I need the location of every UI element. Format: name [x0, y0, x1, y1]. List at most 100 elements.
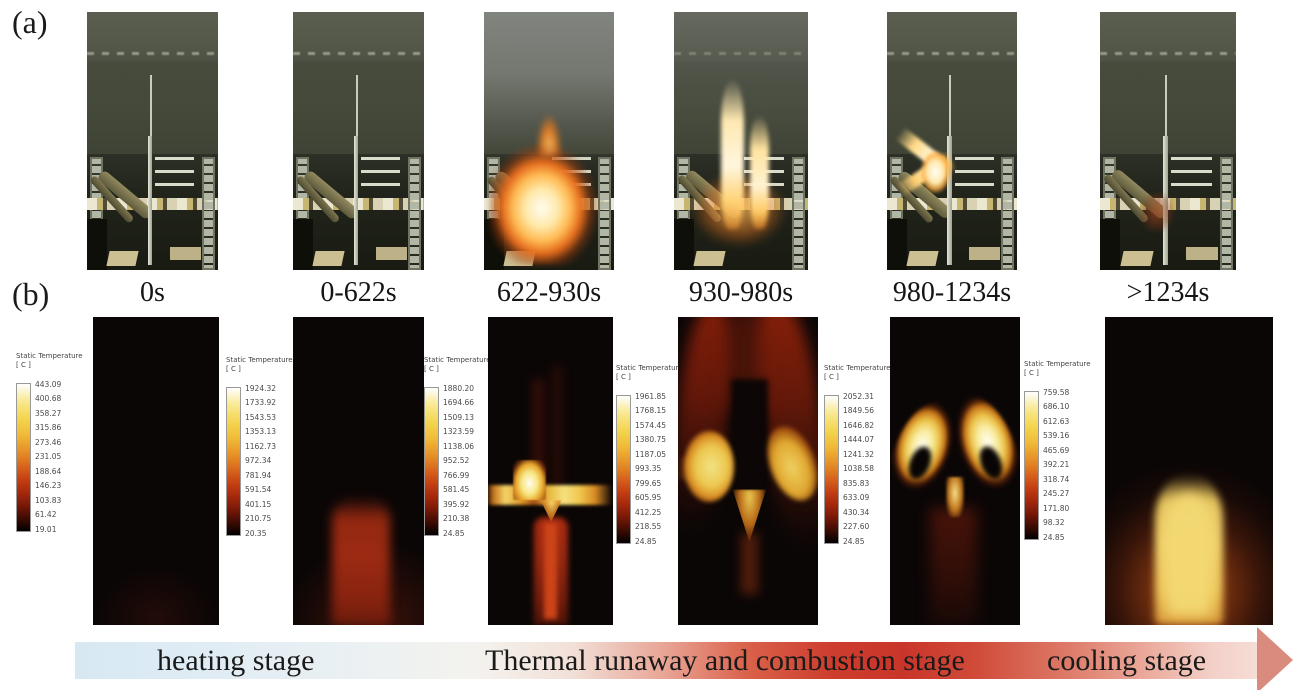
colorbar-tick-label: 1733.92	[245, 398, 277, 407]
hot-column-core	[1165, 492, 1213, 616]
time-label-1: 0s	[140, 277, 165, 308]
colorbar-tick-label: 315.86	[35, 423, 62, 432]
hot-column	[930, 507, 978, 625]
time-label-5: 980-1234s	[892, 277, 1012, 308]
colorbar-tick-label: 1694.66	[443, 398, 475, 407]
colorbar-ticks: 1880.20 1694.66 1509.13 1323.59 1138.06 952.5…	[443, 384, 475, 538]
colorbar-tick-label: 1353.13	[245, 427, 277, 436]
colorbar-legend-1: Static Temperature [ C ] 443.09 400.68 358…	[16, 352, 88, 534]
shadow-region	[1100, 218, 1121, 270]
colorbar-tick-label: 24.85	[443, 528, 465, 538]
temperature-contour-0s	[93, 317, 219, 625]
thermocouple-rods	[1170, 157, 1212, 195]
colorbar-tick-label: 591.54	[245, 485, 272, 494]
shadow-region	[87, 218, 107, 270]
flame-core	[915, 141, 955, 203]
stage-label-runaway: Thermal runaway and combustion stage	[485, 644, 965, 677]
colorbar-ticks: 759.58 686.10 612.63 539.16 465.69 392.21 318.…	[1043, 387, 1070, 542]
colorbar-tick-label: 799.65	[635, 478, 662, 488]
photo-wall-region	[293, 12, 424, 154]
colorbar-tick-label: 1138.06	[443, 441, 475, 451]
colorbar-tick-label: 395.92	[443, 499, 470, 509]
colorbar-gradient	[824, 394, 839, 544]
colorbar-tick-label: 358.27	[35, 408, 62, 418]
rig-block	[312, 251, 345, 267]
rig-block	[693, 251, 727, 267]
rig-block	[1120, 251, 1154, 267]
colorbar-tick-label: 24.85	[1043, 532, 1065, 542]
thermocouple-rods	[954, 157, 994, 195]
colorbar-tick-label: 210.38	[443, 514, 470, 523]
ember-glow	[1140, 192, 1174, 232]
experiment-photo-0s	[87, 12, 218, 270]
rig-beam	[887, 198, 1017, 210]
experiment-photo-late-combustion	[887, 12, 1017, 270]
thermocouple-rods	[361, 157, 401, 195]
colorbar-tick-label: 1574.45	[635, 420, 667, 430]
thermocouple-rods	[155, 157, 195, 195]
colorbar-tick-label: 318.74	[1043, 474, 1070, 484]
colorbar-ticks: 2052.31 1849.56 1646.82 1444.07 1241.32 1038.…	[843, 392, 875, 546]
photo-wall-region	[87, 12, 218, 154]
colorbar-tick-label: 20.35	[245, 528, 267, 538]
colorbar-tick-label: 686.10	[1043, 402, 1070, 411]
experiment-photo-combustion-1	[484, 12, 614, 270]
colorbar-tick-label: 24.85	[843, 536, 865, 546]
colorbar-tick-label: 24.85	[635, 536, 657, 546]
colorbar-gradient	[1024, 390, 1039, 540]
colorbar-tick-label: 766.99	[443, 470, 470, 480]
colorbar-tick-label: 993.35	[635, 464, 662, 473]
colorbar-tick-label: 759.58	[1043, 387, 1070, 397]
colorbar-tick-label: 1038.58	[843, 464, 875, 473]
temperature-contour-runaway-1	[488, 317, 613, 625]
colorbar-tick-label: 443.09	[35, 379, 62, 389]
rig-block	[106, 251, 139, 267]
colorbar-legend-4: Static Temperature [ C ] 1961.85 1768.15 1…	[616, 364, 688, 546]
test-rig	[293, 153, 424, 270]
rig-beam	[87, 198, 218, 210]
center-pole	[147, 75, 153, 265]
contour-streak	[533, 378, 545, 496]
flame-wing	[683, 430, 734, 502]
shadow-region	[674, 218, 695, 270]
colorbar-tick-label: 835.83	[843, 478, 870, 488]
colorbar-tick-label: 539.16	[1043, 431, 1070, 440]
cable-bundle	[301, 169, 360, 221]
colorbar-tick-label: 227.60	[843, 522, 870, 531]
test-rig	[87, 153, 218, 270]
panel-a-label: (a)	[12, 4, 48, 40]
colorbar-ticks: 1961.85 1768.15 1574.45 1380.75 1187.05 993.3…	[635, 392, 667, 546]
legend-title: Static Temperature	[824, 364, 891, 372]
colorbar-tick-label: 1849.56	[843, 406, 875, 415]
experiment-photo-combustion-2	[674, 12, 808, 270]
time-label-3: 622-930s	[496, 277, 602, 308]
colorbar-tick-label: 465.69	[1043, 445, 1070, 455]
legend-title: Static Temperature	[424, 356, 491, 364]
hot-column	[741, 532, 758, 595]
colorbar-tick-label: 400.68	[35, 394, 62, 403]
photo-wall-region	[1100, 12, 1236, 154]
colorbar-tick-label: 1323.59	[443, 427, 475, 436]
legend-title: Static Temperature	[226, 356, 293, 364]
legend-unit: [ C ]	[226, 364, 241, 373]
cable-bundle	[95, 169, 154, 221]
panel-b-label: (b)	[12, 276, 50, 312]
colorbar-tick-label: 1768.15	[635, 406, 667, 415]
colorbar-tick-label: 1646.82	[843, 420, 875, 430]
experiment-photo-cooling	[1100, 12, 1236, 270]
colorbar-tick-label: 210.75	[245, 514, 272, 523]
time-label-6: >1234s	[1126, 277, 1210, 308]
rig-block	[906, 251, 938, 267]
colorbar-tick-label: 245.27	[1043, 489, 1070, 498]
temperature-contour-runaway-2	[678, 317, 818, 625]
colorbar-gradient	[16, 382, 31, 532]
colorbar-tick-label: 98.32	[1043, 518, 1065, 527]
rig-block	[1185, 246, 1219, 260]
colorbar-tick-label: 401.15	[245, 499, 272, 509]
hot-column	[332, 495, 390, 625]
colorbar-tick-label: 1924.32	[245, 383, 277, 393]
colorbar-ticks: 443.09 400.68 358.27 315.86 273.46 231.05 188.…	[35, 379, 62, 534]
colorbar-ticks: 1924.32 1733.92 1543.53 1353.13 1162.73 972.3…	[245, 383, 277, 538]
colorbar-tick-label: 605.95	[635, 493, 662, 502]
